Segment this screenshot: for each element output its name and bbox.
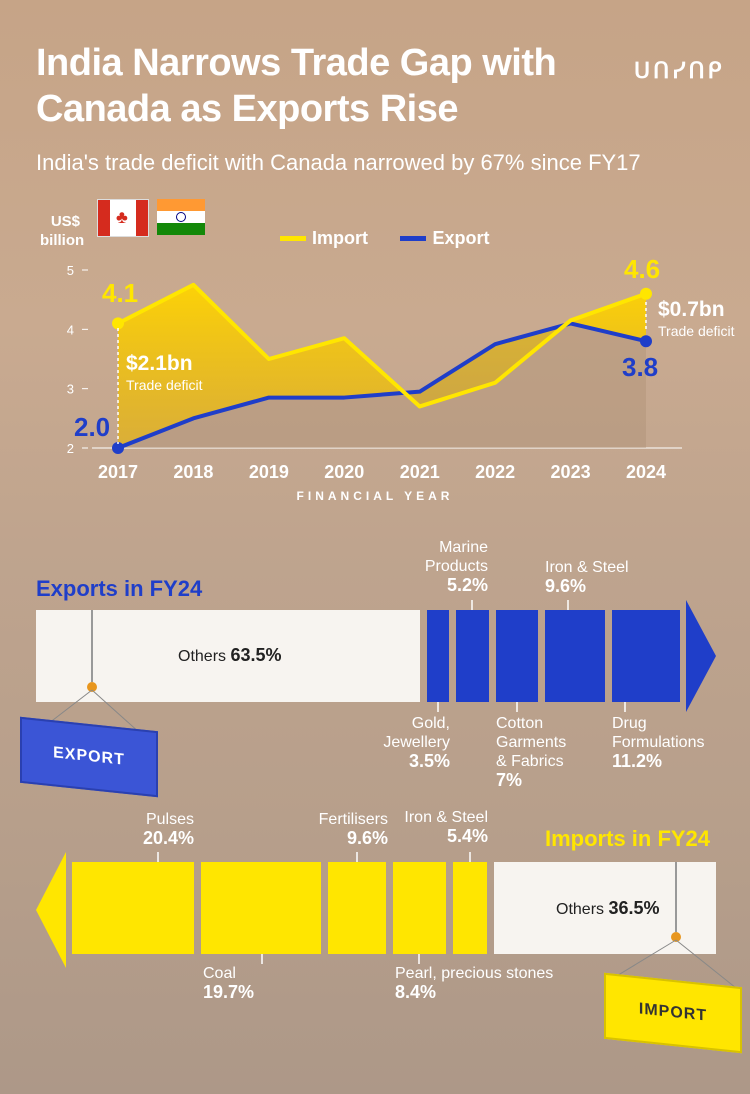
export-point-end — [640, 335, 652, 348]
x-tick-label: 2020 — [324, 462, 364, 482]
export-label-cotton: Cotton Garments & Fabrics 7% — [496, 715, 567, 790]
export-area — [118, 323, 646, 448]
import-line — [117, 282, 647, 409]
export-label-others: Others 63.5% — [178, 645, 282, 666]
import-label-coal: Coal 19.7% — [203, 965, 255, 1002]
page-title: India Narrows Trade Gap with Canada as E… — [36, 42, 557, 130]
deficit-start-text: Trade deficit — [126, 377, 203, 393]
export-label-iron: Iron & Steel 9.6% — [545, 559, 629, 596]
import-segment-iron — [453, 862, 487, 954]
export-label-drug: Drug Formulations 11.2% — [612, 715, 705, 771]
export-label-gold: Gold, Jewellery 3.5% — [383, 715, 450, 771]
x-axis-title: FINANCIAL YEAR — [297, 489, 454, 503]
import-container-icon: IMPORT — [604, 972, 742, 1054]
legend-export: Export — [400, 228, 489, 249]
import-segment-pulses — [72, 862, 194, 954]
deficit-start-value: $2.1bn — [126, 352, 193, 375]
export-arrow-head — [686, 600, 716, 712]
chart-legend: Import Export — [280, 228, 517, 249]
export-segment-drug — [612, 610, 680, 702]
y-axis-label: US$ billion — [40, 212, 85, 250]
import-arrow-head — [36, 852, 66, 968]
import-segment-fertilisers — [328, 862, 386, 954]
export-segment-marine — [456, 610, 489, 702]
deficit-end-value: $0.7bn — [658, 298, 725, 321]
import-segment-coal — [201, 862, 321, 954]
import-label-fertilisers: Fertilisers 9.6% — [318, 811, 388, 848]
import-segment-pearl — [393, 862, 446, 954]
export-point-start — [112, 442, 124, 454]
x-tick-label: 2023 — [551, 462, 591, 482]
y-tick-label: 2 — [67, 441, 74, 456]
brand-logo: ᑌᑎᓯᑎᑭ — [634, 58, 725, 83]
trade-gap-area — [118, 284, 646, 448]
import-label-others: Others 36.5% — [556, 898, 660, 919]
x-tick-label: 2021 — [400, 462, 440, 482]
y-axis-label-line1: US$ — [50, 213, 80, 230]
legend-import: Import — [280, 228, 368, 249]
india-flag-icon — [157, 199, 205, 235]
x-tick-label: 2018 — [173, 462, 213, 482]
import-point-start — [112, 317, 124, 330]
start-export-label: 2.0 — [74, 412, 110, 442]
x-tick-label: 2017 — [98, 462, 138, 482]
canada-flag-icon: ♣ — [97, 199, 149, 237]
y-tick-label: 5 — [67, 263, 74, 278]
x-tick-label: 2019 — [249, 462, 289, 482]
x-tick-label: 2022 — [475, 462, 515, 482]
start-import-label: 4.1 — [102, 278, 138, 308]
import-point-end — [640, 287, 652, 300]
y-tick-label: 4 — [67, 322, 74, 337]
export-container-icon: EXPORT — [20, 716, 158, 798]
end-export-label: 3.8 — [622, 352, 658, 382]
export-segment-iron — [545, 610, 605, 702]
y-tick-label: 3 — [67, 382, 74, 397]
deficit-end-text: Trade deficit — [658, 323, 735, 339]
exports-title: Exports in FY24 — [36, 576, 203, 601]
export-segment-gold — [427, 610, 449, 702]
export-label-marine: Marine Products 5.2% — [424, 539, 488, 595]
export-line — [117, 321, 647, 450]
end-import-label: 4.6 — [624, 254, 660, 284]
import-label-iron: Iron & Steel 5.4% — [404, 809, 488, 846]
y-axis-label-line2: billion — [40, 232, 85, 249]
import-label-pulses: Pulses 20.4% — [142, 811, 194, 848]
export-segment-cotton — [496, 610, 538, 702]
trade-line-chart: 2 3 4 5 2017 2018 2019 2020 2021 2022 2023 2024 4.… — [67, 254, 735, 503]
imports-title: Imports in FY24 — [545, 826, 711, 851]
page-subtitle: India's trade deficit with Canada narrow… — [36, 150, 641, 175]
import-label-pearl: Pearl, precious stones 8.4% — [395, 965, 554, 1002]
x-tick-label: 2024 — [626, 462, 666, 482]
